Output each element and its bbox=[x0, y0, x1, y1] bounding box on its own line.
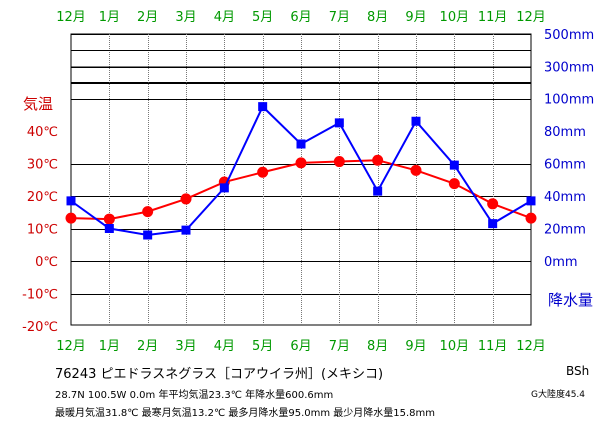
month-label: 6月 bbox=[290, 10, 311, 25]
top-month-labels: 12月 1月 2月 3月 4月 5月 6月 7月 8月 9月 10月 11月 12月 bbox=[56, 10, 546, 25]
temperature-tick-label: 20℃ bbox=[27, 190, 58, 205]
station-coordinates: 28.7N 100.5W 0.0m 年平均気温23.3℃ 年降水量600.6mm bbox=[55, 390, 334, 401]
month-label: 2月 bbox=[137, 339, 158, 354]
precipitation-point bbox=[449, 160, 459, 170]
month-label: 3月 bbox=[175, 339, 196, 354]
month-label: 7月 bbox=[329, 10, 350, 25]
temperature-point bbox=[372, 154, 384, 166]
month-label: 6月 bbox=[290, 339, 311, 354]
precipitation-point bbox=[296, 139, 306, 149]
month-label: 5月 bbox=[252, 339, 273, 354]
temperature-point bbox=[65, 212, 77, 224]
precipitation-tick-label: 20mm bbox=[544, 223, 586, 238]
temperature-tick-label: -20℃ bbox=[22, 320, 58, 335]
month-label: 7月 bbox=[329, 339, 350, 354]
precipitation-point bbox=[143, 230, 153, 240]
continentality-index: G大陸度45.4 bbox=[531, 390, 586, 400]
temperature-point bbox=[448, 178, 460, 190]
month-label: 12月 bbox=[516, 10, 546, 25]
month-label: 1月 bbox=[99, 10, 120, 25]
month-label: 9月 bbox=[405, 10, 426, 25]
precipitation-axis-title: 降水量 bbox=[548, 291, 593, 309]
precipitation-point bbox=[488, 219, 498, 229]
precipitation-tick-label: 500mm bbox=[544, 28, 594, 43]
month-label: 8月 bbox=[367, 339, 388, 354]
plot-frame bbox=[70, 33, 532, 326]
precipitation-point bbox=[219, 183, 229, 193]
precipitation-point bbox=[181, 225, 191, 235]
temperature-point bbox=[295, 157, 307, 169]
month-label: 1月 bbox=[99, 339, 120, 354]
temperature-point bbox=[180, 193, 192, 205]
temperature-point bbox=[410, 164, 422, 176]
precipitation-tick-label: 0mm bbox=[544, 255, 578, 270]
precipitation-point bbox=[66, 196, 76, 206]
station-extremes: 最暖月気温31.8℃ 最寒月気温13.2℃ 最多月降水量95.0mm 最少月降水… bbox=[55, 408, 436, 419]
chart-grid bbox=[70, 33, 532, 326]
precipitation-point bbox=[258, 102, 268, 112]
temperature-tick-labels: 40℃ 30℃ 20℃ 10℃ 0℃ -10℃ -20℃ bbox=[22, 125, 58, 335]
month-label: 10月 bbox=[440, 10, 470, 25]
month-label: 9月 bbox=[405, 339, 426, 354]
bottom-month-labels: 12月 1月 2月 3月 4月 5月 6月 7月 8月 9月 10月 11月 12月 bbox=[56, 339, 546, 354]
temperature-tick-label: -10℃ bbox=[22, 288, 58, 303]
month-label: 12月 bbox=[56, 10, 86, 25]
temperature-tick-label: 40℃ bbox=[27, 125, 58, 140]
temperature-tick-label: 30℃ bbox=[27, 158, 58, 173]
temperature-point bbox=[103, 213, 115, 225]
month-label: 12月 bbox=[516, 339, 546, 354]
month-label: 11月 bbox=[478, 10, 508, 25]
temperature-point bbox=[142, 206, 154, 218]
month-label: 4月 bbox=[214, 10, 235, 25]
precipitation-point bbox=[411, 116, 421, 126]
temperature-tick-label: 0℃ bbox=[35, 255, 58, 270]
precipitation-point bbox=[526, 196, 536, 206]
climate-chart: 12月 1月 2月 3月 4月 5月 6月 7月 8月 9月 10月 11月 12月 12月 1月 2月 3月… bbox=[22, 10, 594, 354]
precipitation-point bbox=[373, 186, 383, 196]
precipitation-point bbox=[334, 118, 344, 128]
month-label: 10月 bbox=[440, 339, 470, 354]
precipitation-tick-label: 300mm bbox=[544, 61, 594, 76]
station-title: 76243 ピエドラスネグラス［コアウイラ州］(メキシコ) bbox=[55, 367, 384, 382]
temperature-point bbox=[333, 156, 345, 168]
month-label: 5月 bbox=[252, 10, 273, 25]
precipitation-tick-label: 40mm bbox=[544, 190, 586, 205]
temperature-point bbox=[525, 212, 537, 224]
precipitation-series bbox=[66, 102, 536, 240]
month-label: 3月 bbox=[175, 10, 196, 25]
precipitation-tick-label: 80mm bbox=[544, 125, 586, 140]
temperature-axis-title: 気温 bbox=[23, 95, 53, 113]
temperature-point bbox=[487, 198, 499, 210]
precipitation-tick-labels: 500mm 300mm 100mm 80mm 60mm 40mm 20mm 0mm bbox=[544, 28, 594, 270]
month-label: 4月 bbox=[214, 339, 235, 354]
precipitation-tick-label: 60mm bbox=[544, 158, 586, 173]
precipitation-point bbox=[104, 224, 114, 233]
temperature-tick-label: 10℃ bbox=[27, 223, 58, 238]
precipitation-tick-label: 100mm bbox=[544, 93, 594, 108]
climate-classification: BSh bbox=[566, 364, 590, 378]
month-label: 11月 bbox=[478, 339, 508, 354]
month-label: 2月 bbox=[137, 10, 158, 25]
month-label: 8月 bbox=[367, 10, 388, 25]
temperature-point bbox=[257, 166, 269, 178]
month-label: 12月 bbox=[56, 339, 86, 354]
